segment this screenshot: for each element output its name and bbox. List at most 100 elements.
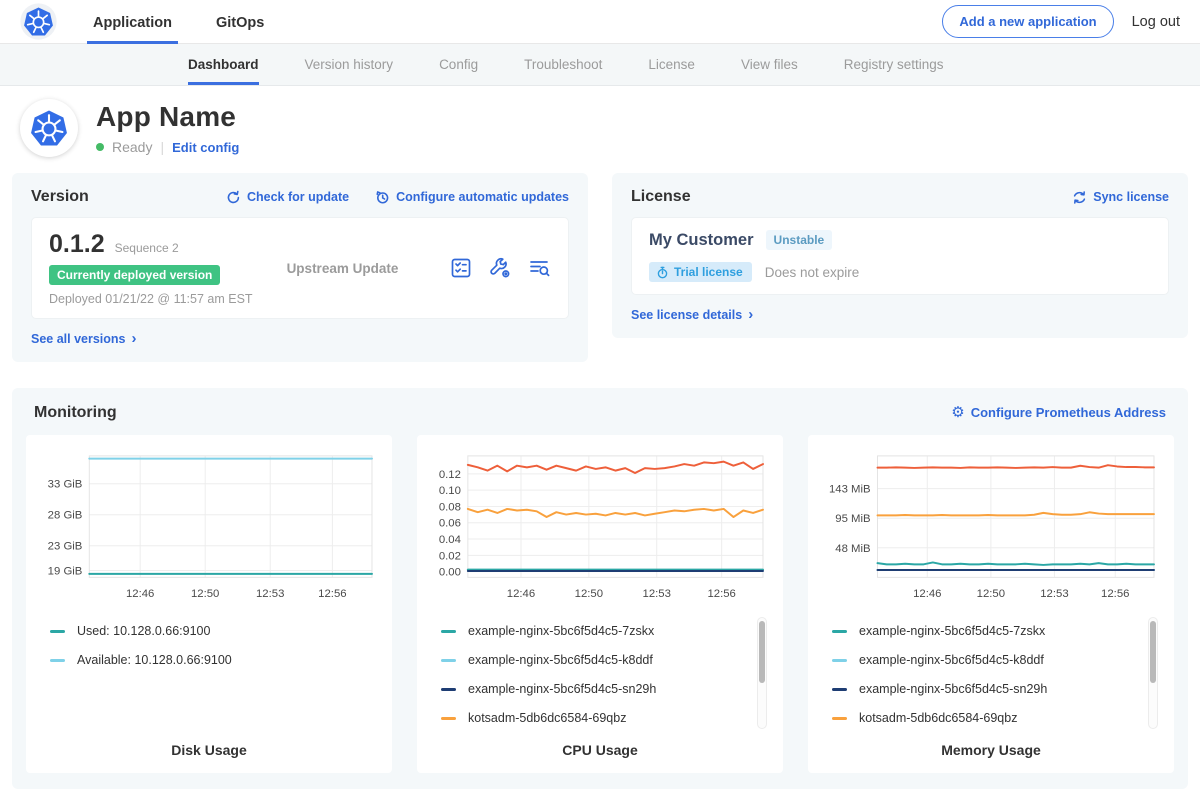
chart-title: Memory Usage [816, 733, 1166, 765]
customer-name: My Customer [649, 231, 754, 250]
svg-text:0.08: 0.08 [439, 501, 461, 513]
svg-text:95 MiB: 95 MiB [835, 513, 870, 525]
svg-text:143 MiB: 143 MiB [829, 483, 871, 495]
series-dash-icon [832, 630, 847, 633]
license-card: License Sync license My Customer Unstabl… [612, 173, 1188, 338]
series-dash-icon [832, 659, 847, 662]
deployed-badge: Currently deployed version [49, 265, 220, 285]
top-nav: Application GitOps Add a new application… [0, 0, 1200, 44]
subnav-tab-registry-settings[interactable]: Registry settings [844, 44, 944, 85]
svg-text:12:56: 12:56 [318, 588, 346, 600]
divider: | [160, 139, 164, 155]
config-wrench-icon[interactable] [488, 256, 512, 280]
legend-scrollbar[interactable] [757, 617, 767, 729]
svg-text:0.00: 0.00 [439, 566, 461, 578]
cpu-usage-chart-card: 12:46 12:50 12:53 12:56 0.00 0.02 0.04 0.06 0.08… [417, 435, 783, 773]
svg-text:12:53: 12:53 [256, 588, 284, 600]
scrollbar-thumb[interactable] [759, 621, 765, 683]
logout-link[interactable]: Log out [1132, 14, 1180, 30]
disk-usage-legend: Used: 10.128.0.66:9100 Available: 10.128… [34, 615, 384, 733]
chart-title: CPU Usage [425, 733, 775, 765]
series-dash-icon [832, 717, 847, 720]
svg-text:0.12: 0.12 [439, 468, 461, 480]
version-card: Version Check for update [12, 173, 588, 362]
svg-text:0.10: 0.10 [439, 485, 461, 497]
subnav-tab-troubleshoot[interactable]: Troubleshoot [524, 44, 602, 85]
configure-automatic-updates-link[interactable]: Configure automatic updates [375, 190, 569, 205]
svg-text:12:56: 12:56 [1101, 588, 1129, 600]
subnav-tab-dashboard[interactable]: Dashboard [188, 44, 259, 85]
current-version-row: 0.1.2 Sequence 2 Currently deployed vers… [31, 217, 569, 319]
chevron-right-icon: › [132, 331, 137, 346]
see-all-versions-link[interactable]: See all versions › [31, 331, 137, 346]
view-diff-icon[interactable] [527, 256, 551, 280]
status-text: Ready [112, 139, 152, 155]
update-type-label: Upstream Update [287, 261, 449, 276]
svg-text:23 GiB: 23 GiB [48, 540, 83, 552]
check-for-update-link[interactable]: Check for update [226, 190, 349, 205]
legend-item: example-nginx-5bc6f5d4c5-7zskx [832, 617, 1140, 646]
gear-icon: ⚙ [951, 405, 964, 420]
memory-usage-legend: example-nginx-5bc6f5d4c5-7zskx example-n… [816, 615, 1166, 733]
svg-text:12:46: 12:46 [913, 588, 941, 600]
deployed-timestamp: Deployed 01/21/22 @ 11:57 am EST [49, 292, 253, 306]
legend-item: example-nginx-5bc6f5d4c5-sn29h [441, 675, 749, 704]
add-new-application-button[interactable]: Add a new application [942, 5, 1113, 38]
svg-text:0.04: 0.04 [439, 534, 461, 546]
sync-license-link[interactable]: Sync license [1072, 190, 1169, 205]
version-sequence: Sequence 2 [115, 241, 179, 255]
sync-icon [1072, 190, 1087, 205]
svg-text:33 GiB: 33 GiB [48, 478, 83, 490]
version-number: 0.1.2 [49, 230, 105, 259]
app-avatar [20, 99, 78, 157]
legend-item: example-nginx-5bc6f5d4c5-sn29h [832, 675, 1140, 704]
license-expiry-text: Does not expire [765, 265, 860, 280]
legend-scrollbar[interactable] [1148, 617, 1158, 729]
trial-license-badge: Trial license [649, 262, 752, 282]
cpu-usage-legend: example-nginx-5bc6f5d4c5-7zskx example-n… [425, 615, 775, 733]
subnav-tab-license[interactable]: License [648, 44, 695, 85]
subnav-tab-version-history[interactable]: Version history [305, 44, 394, 85]
tab-application[interactable]: Application [87, 0, 178, 44]
status-dot [96, 143, 104, 151]
series-dash-icon [441, 659, 456, 662]
legend-item: kotsadm-5db6dc6584-69qbz [832, 704, 1140, 733]
legend-item: kotsadm-5db6dc6584-69qbz [441, 704, 749, 733]
svg-text:12:50: 12:50 [575, 588, 603, 600]
series-dash-icon [50, 630, 65, 633]
edit-config-link[interactable]: Edit config [172, 140, 239, 155]
scrollbar-thumb[interactable] [1150, 621, 1156, 683]
monitoring-section: Monitoring ⚙ Configure Prometheus Addres… [12, 388, 1188, 789]
chart-title: Disk Usage [34, 733, 384, 765]
see-license-details-link[interactable]: See license details › [631, 307, 753, 322]
app-header: App Name Ready | Edit config [0, 86, 1200, 171]
subnav-tab-view-files[interactable]: View files [741, 44, 798, 85]
preflight-checks-icon[interactable] [449, 256, 473, 280]
svg-text:12:46: 12:46 [507, 588, 535, 600]
legend-item: example-nginx-5bc6f5d4c5-7zskx [441, 617, 749, 646]
svg-text:0.06: 0.06 [439, 517, 461, 529]
svg-text:0.02: 0.02 [439, 550, 461, 562]
series-dash-icon [441, 688, 456, 691]
legend-item: example-nginx-5bc6f5d4c5-k8ddf [441, 646, 749, 675]
memory-usage-chart-card: 12:4612:5012:5312:5648 MiB95 MiB143 MiB … [808, 435, 1174, 773]
stopwatch-icon [656, 266, 669, 279]
svg-text:48 MiB: 48 MiB [835, 542, 870, 554]
disk-usage-chart: 12:4612:5012:5312:5619 GiB23 GiB28 GiB33… [34, 447, 384, 607]
configure-prometheus-link[interactable]: ⚙ Configure Prometheus Address [951, 405, 1166, 420]
legend-item: Used: 10.128.0.66:9100 [50, 617, 358, 646]
cpu-usage-chart: 12:46 12:50 12:53 12:56 0.00 0.02 0.04 0.06 0.08… [425, 447, 775, 607]
svg-text:12:53: 12:53 [643, 588, 671, 600]
refresh-icon [226, 190, 241, 205]
series-dash-icon [832, 688, 847, 691]
app-sub-nav: Dashboard Version history Config Trouble… [0, 44, 1200, 86]
kubernetes-logo-icon [20, 3, 57, 40]
svg-text:12:50: 12:50 [191, 588, 219, 600]
svg-text:12:56: 12:56 [707, 588, 735, 600]
disk-usage-chart-card: 12:4612:5012:5312:5619 GiB23 GiB28 GiB33… [26, 435, 392, 773]
svg-text:28 GiB: 28 GiB [48, 509, 83, 521]
license-detail-row: My Customer Unstable Trial license Does … [631, 217, 1169, 295]
subnav-tab-config[interactable]: Config [439, 44, 478, 85]
license-card-title: License [631, 188, 691, 206]
tab-gitops[interactable]: GitOps [210, 0, 270, 44]
